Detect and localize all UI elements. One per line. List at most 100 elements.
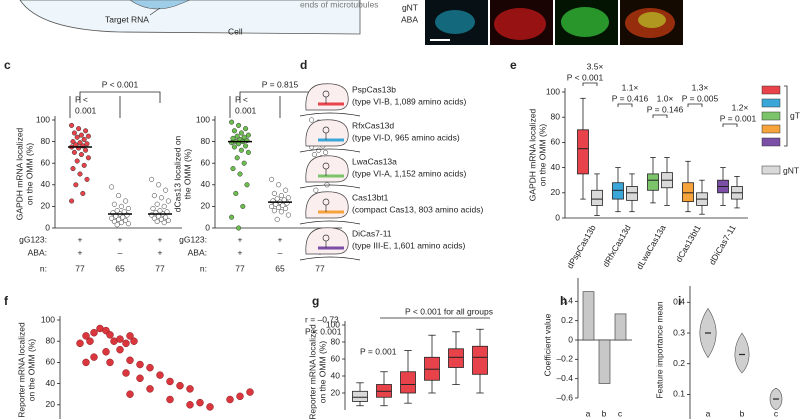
data-dot <box>163 187 169 193</box>
micrograph-signal <box>494 8 546 40</box>
bracket <box>69 96 121 118</box>
image-label: gNT <box>402 2 418 12</box>
micrograph-signal <box>638 12 666 28</box>
box <box>591 189 603 206</box>
stat-text: P < 0.001 <box>305 326 342 336</box>
y-tick-label: 0.2 <box>561 315 573 325</box>
data-dot <box>146 363 154 372</box>
data-dot <box>78 132 84 138</box>
schematic-label: Target RNA <box>105 14 149 24</box>
y-tick-label: 60 <box>201 157 211 167</box>
row-value: 65 <box>115 263 125 273</box>
data-dot <box>114 208 120 214</box>
p-value: 0.001 <box>235 105 257 115</box>
x-tick-label: b <box>740 408 745 418</box>
y-tick-label: 80 <box>331 336 341 346</box>
data-dot <box>151 193 157 199</box>
data-dot <box>80 190 86 196</box>
legend-swatch <box>761 85 781 95</box>
bracket <box>617 103 633 107</box>
row-value: + <box>158 234 163 244</box>
data-dot <box>241 160 247 166</box>
data-dot <box>118 220 124 226</box>
legend-swatch <box>761 137 781 147</box>
panel-label: d <box>300 58 307 72</box>
y-tick-label: 60 <box>331 353 341 363</box>
data-dot <box>238 147 244 153</box>
protein-name: PspCas13b <box>352 84 396 94</box>
stat-text: r = –0.73 <box>305 314 339 324</box>
nucleus-schematic <box>129 0 191 10</box>
data-dot <box>246 388 254 396</box>
y-axis-label: on the OMM (%) <box>24 143 34 206</box>
data-dot <box>285 195 291 201</box>
pointer <box>149 7 161 16</box>
data-dot <box>118 203 124 209</box>
data-dot <box>283 187 289 193</box>
data-dot <box>278 193 284 199</box>
y-axis-label: Coefficient value <box>542 313 552 376</box>
x-tick-label: dLwaCas13a <box>634 223 668 271</box>
data-dot <box>149 176 155 182</box>
data-dot <box>285 212 291 218</box>
y-tick-label: 100 <box>326 319 340 329</box>
y-tick-label: 60 <box>41 157 51 167</box>
data-dot <box>165 217 171 223</box>
data-dot <box>122 339 130 348</box>
bracket <box>79 91 161 103</box>
data-dot <box>77 171 83 177</box>
y-tick-label: 0 <box>555 212 560 222</box>
data-dot <box>82 332 90 340</box>
p-value: P = 0.416 <box>612 93 649 103</box>
data-dot <box>90 353 98 361</box>
image-label: ABA <box>401 14 418 24</box>
data-dot <box>136 360 144 369</box>
data-dot <box>309 117 315 123</box>
p-value: P = 0.815 <box>262 79 299 89</box>
data-dot <box>316 147 322 153</box>
data-dot <box>206 403 214 411</box>
legend-label: gT <box>790 110 800 120</box>
row-value: + <box>78 247 83 257</box>
data-dot <box>271 190 277 196</box>
data-dot <box>82 358 90 367</box>
y-tick-label: 100 <box>36 114 50 124</box>
data-dot <box>176 381 184 390</box>
data-dot <box>234 155 240 161</box>
legend-bracket <box>784 85 788 147</box>
data-dot <box>116 193 122 199</box>
data-dot <box>126 356 134 365</box>
box <box>612 182 624 200</box>
y-tick-label: 80 <box>46 335 56 345</box>
y-tick-label: 100 <box>41 314 55 324</box>
protein-desc: (type VI-D, 965 amino acids) <box>352 132 460 142</box>
p-value: P < <box>235 94 248 104</box>
data-dot <box>76 126 82 132</box>
box <box>577 129 589 175</box>
p-value: P < <box>75 94 88 104</box>
data-dot <box>245 149 251 155</box>
panel-label: f <box>4 294 9 308</box>
data-dot <box>123 217 129 223</box>
membrane-line <box>299 112 361 117</box>
data-dot <box>85 133 91 139</box>
data-dot <box>116 335 124 343</box>
data-dot <box>165 198 171 204</box>
legend-swatch <box>761 98 781 108</box>
x-tick-label: dCas13bt1 <box>673 223 702 264</box>
schematic-label: Cell <box>228 26 243 36</box>
data-dot <box>130 337 138 345</box>
data-dot <box>116 216 122 222</box>
x-tick-label: a <box>586 408 591 418</box>
data-dot <box>71 149 77 155</box>
bar <box>614 313 627 341</box>
bracket <box>582 82 598 86</box>
x-tick-label: dDiCas7-11 <box>707 223 738 267</box>
data-dot <box>109 184 115 190</box>
data-dot <box>243 143 249 149</box>
y-axis-label: Reporter mRNA localized <box>16 322 26 418</box>
protein-name: RfxCas13d <box>352 120 394 130</box>
protein-name: LwaCas13a <box>352 156 397 166</box>
row-value: – <box>118 247 123 257</box>
protein-desc: (compact Cas13, 803 amino acids) <box>352 204 484 214</box>
